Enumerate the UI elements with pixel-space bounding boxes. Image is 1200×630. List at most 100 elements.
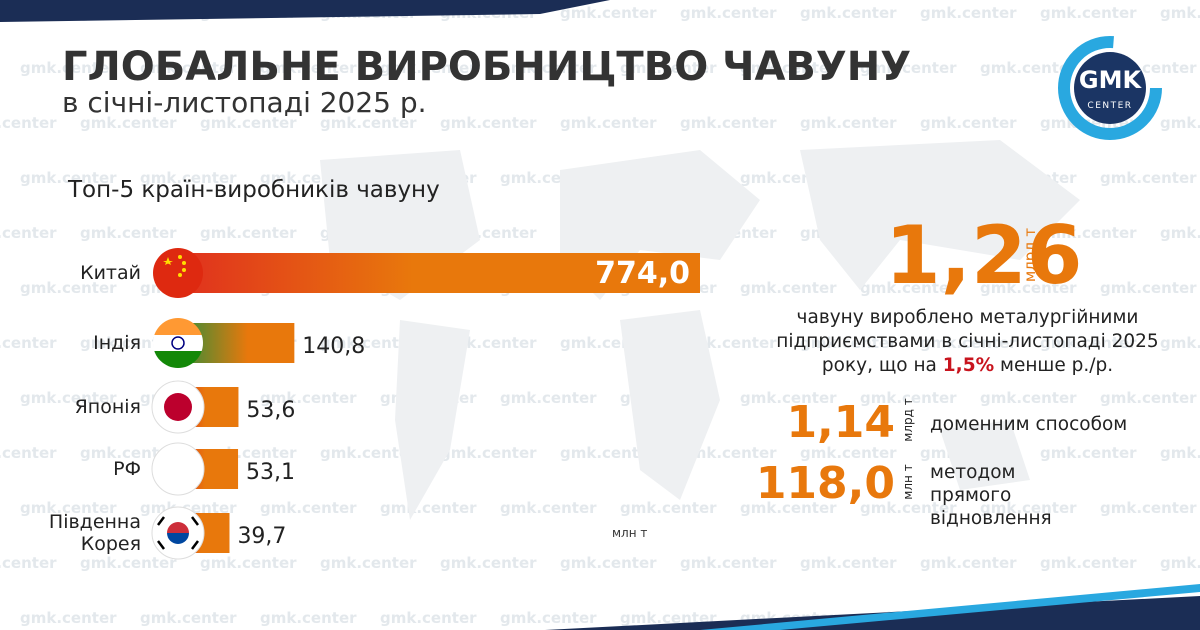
watermark: gmk.center	[380, 59, 477, 77]
watermark: gmk.center	[800, 114, 897, 132]
watermark: gmk.center	[1100, 169, 1197, 187]
stat-value: 1,14	[786, 397, 895, 448]
watermark: gmk.center	[0, 224, 57, 242]
watermark: gmk.center	[80, 554, 177, 572]
watermark: gmk.center	[1160, 444, 1200, 462]
watermark: gmk.center	[800, 4, 897, 22]
stat-unit: млрд т	[901, 398, 915, 441]
subtitle: в січні-листопаді 2025 р.	[62, 86, 427, 119]
watermark: gmk.center	[500, 499, 597, 517]
watermark: gmk.center	[980, 279, 1077, 297]
watermark: gmk.center	[0, 334, 57, 352]
watermark: gmk.center	[260, 499, 357, 517]
watermark: gmk.center	[560, 4, 657, 22]
watermark: gmk.center	[980, 59, 1077, 77]
category-label: Індія	[93, 332, 141, 354]
stat-label: методом прямого відновлення	[930, 462, 1052, 529]
bar-tail	[452, 253, 700, 293]
summary-text-part: менше р./р.	[1000, 355, 1114, 376]
watermark: gmk.center	[140, 59, 237, 77]
watermark: gmk.center	[620, 59, 717, 77]
watermark: gmk.center	[20, 279, 117, 297]
top-stripe	[0, 0, 610, 22]
watermark: gmk.center	[680, 554, 777, 572]
watermark: gmk.center	[20, 169, 117, 187]
watermark: gmk.center	[1160, 554, 1200, 572]
watermark: gmk.center	[740, 59, 837, 77]
category-label: Південна Корея	[48, 511, 141, 555]
logo-subtext: CENTER	[1087, 101, 1132, 111]
watermark: gmk.center	[680, 444, 777, 462]
logo-core	[1074, 52, 1146, 124]
watermark: gmk.center	[80, 224, 177, 242]
watermark: gmk.center	[20, 499, 117, 517]
bottom-accent	[700, 584, 1200, 630]
value-label: 53,1	[246, 460, 295, 485]
watermark: gmk.center	[320, 334, 417, 352]
watermark: gmk.center	[920, 334, 1017, 352]
watermark: gmk.center	[1040, 224, 1137, 242]
watermark: gmk.center	[440, 554, 537, 572]
unit-label: млн т	[612, 526, 647, 540]
flag-india	[153, 318, 203, 368]
summary-text-part: чавуну вироблено металургійними підприєм…	[776, 307, 1159, 376]
watermark: gmk.center	[1100, 389, 1197, 407]
logo: GMK CENTER	[1058, 36, 1162, 140]
watermark: gmk.center	[1100, 499, 1197, 517]
watermark: gmk.center	[0, 444, 57, 462]
watermark: gmk.center	[860, 279, 957, 297]
bar-tail	[249, 323, 295, 363]
watermark: gmk.center	[920, 4, 1017, 22]
watermark: gmk.center	[740, 499, 837, 517]
watermark: gmk.center	[560, 444, 657, 462]
summary-text: чавуну вироблено металургійними підприєм…	[775, 306, 1160, 378]
watermark: gmk.center	[200, 224, 297, 242]
watermark: gmk.center	[680, 4, 777, 22]
category-label: Китай	[80, 262, 141, 284]
flag-china	[153, 248, 203, 298]
watermark: gmk.center	[380, 609, 477, 627]
watermark-layer: gmk.center gmk.center gmk.center gmk.center…	[0, 4, 1200, 627]
watermark: gmk.center	[1160, 114, 1200, 132]
watermark: gmk.center	[620, 499, 717, 517]
watermark: gmk.center	[1160, 224, 1200, 242]
bar-tail	[221, 449, 239, 489]
watermark: gmk.center	[500, 389, 597, 407]
watermark: gmk.center	[920, 114, 1017, 132]
bar-tail	[221, 387, 239, 427]
total-value: 1,26	[885, 209, 1082, 302]
logo-text: GMK	[1079, 66, 1143, 94]
stat-unit: млн т	[901, 464, 915, 499]
watermark: gmk.center	[1040, 4, 1137, 22]
watermark: gmk.center	[1040, 554, 1137, 572]
flag-korea	[151, 506, 205, 560]
watermark: gmk.center	[140, 609, 237, 627]
watermark: gmk.center	[140, 169, 237, 187]
chart-title: Топ-5 країн-виробників чавуну	[67, 177, 440, 203]
watermark: gmk.center	[80, 334, 177, 352]
watermark: gmk.center	[1160, 4, 1200, 22]
watermark: gmk.center	[0, 114, 57, 132]
value-label: 140,8	[302, 334, 365, 359]
watermark: gmk.center	[800, 554, 897, 572]
watermark: gmk.center	[920, 554, 1017, 572]
watermark: gmk.center	[260, 59, 357, 77]
watermark: gmk.center	[740, 389, 837, 407]
logo-ring	[1058, 36, 1162, 140]
watermark: gmk.center	[680, 114, 777, 132]
flag-russia	[151, 442, 205, 496]
watermark: gmk.center	[800, 444, 897, 462]
flag-japan	[151, 380, 205, 434]
stat-label: доменним способом	[930, 414, 1128, 435]
watermark: gmk.center	[200, 554, 297, 572]
watermark: gmk.center	[260, 389, 357, 407]
watermark: gmk.center	[380, 499, 477, 517]
watermark: gmk.center	[440, 114, 537, 132]
watermark: gmk.center	[1100, 279, 1197, 297]
watermark: gmk.center	[320, 444, 417, 462]
total-unit: млрд т	[1021, 228, 1039, 283]
watermark: gmk.center	[260, 609, 357, 627]
watermark: gmk.center	[20, 389, 117, 407]
watermark: gmk.center	[20, 609, 117, 627]
